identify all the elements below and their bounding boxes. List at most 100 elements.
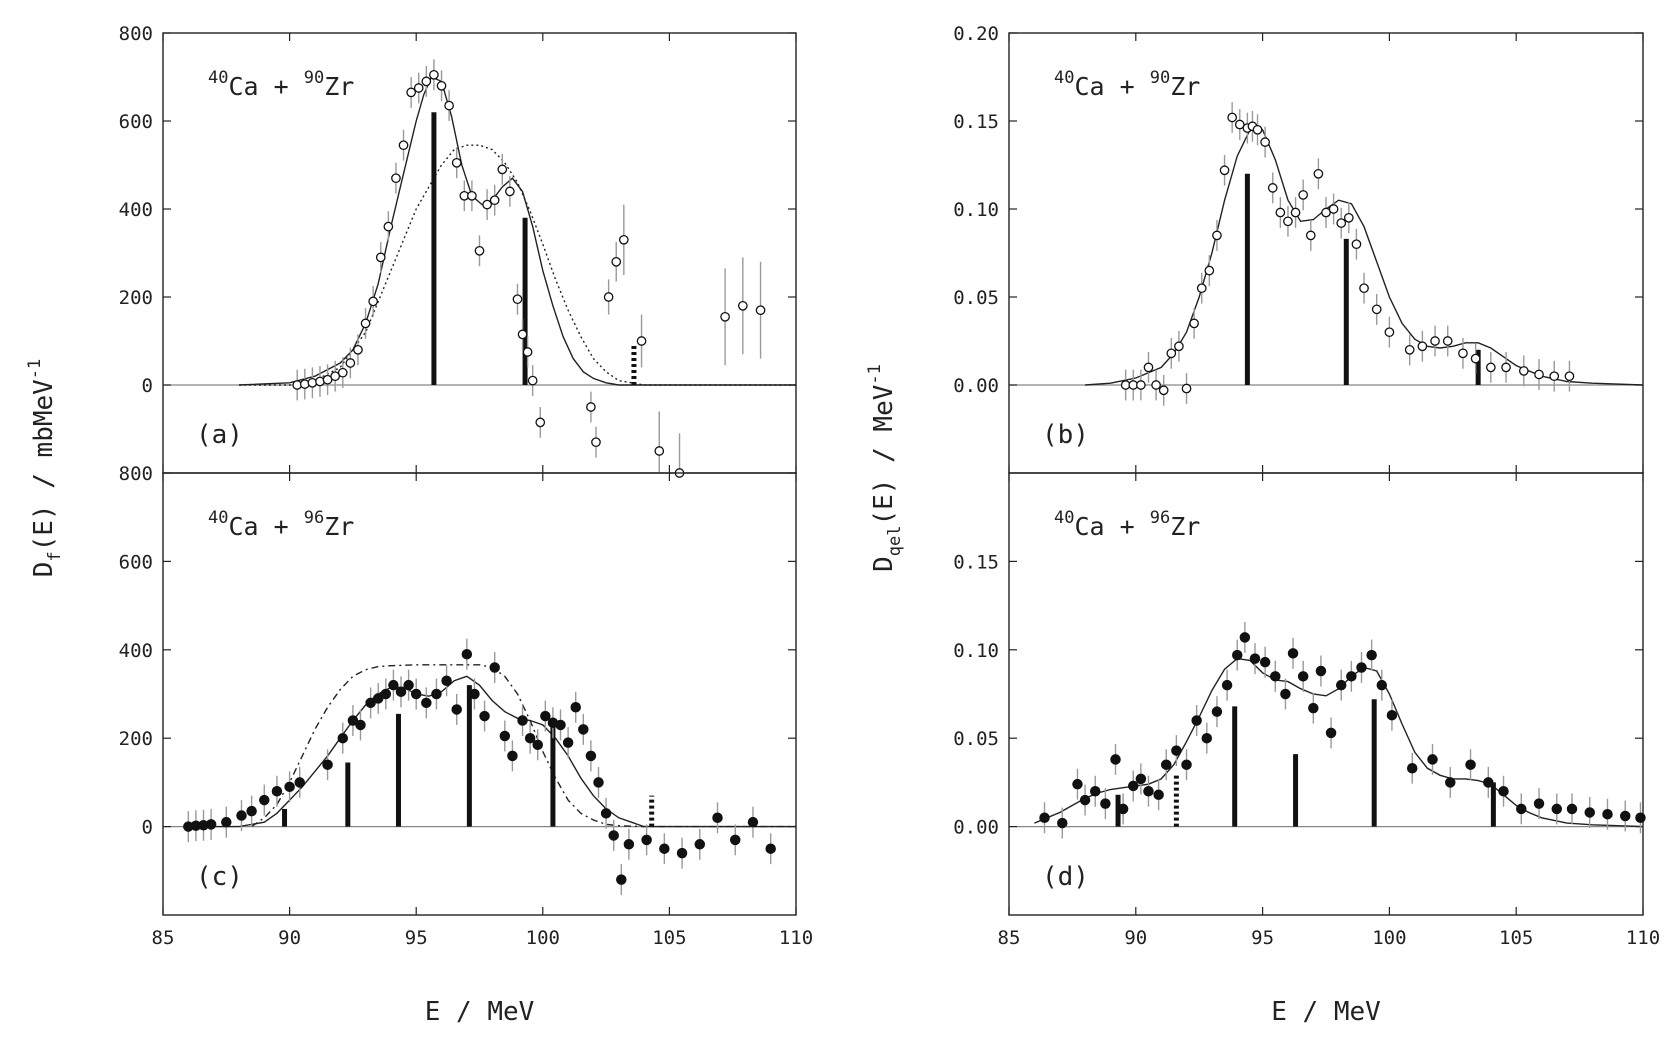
data-point: [461, 648, 473, 660]
data-point: [570, 702, 581, 713]
data-point: [1117, 803, 1129, 815]
data-point: [636, 336, 647, 346]
data-point: [365, 697, 376, 709]
data-point: [1404, 344, 1415, 355]
data-point: [611, 256, 622, 267]
data-point: [1551, 803, 1563, 815]
data-point: [1564, 371, 1575, 382]
data-point: [322, 759, 333, 770]
panel-d: 0.00 0.05 0.10 0.15 85 90 95 100 105 110 E / MeV 40…: [953, 472, 1660, 1027]
data-point: [1619, 810, 1631, 822]
data-point: [1283, 216, 1293, 227]
data-point: [1346, 671, 1357, 682]
data-point: [1371, 304, 1382, 315]
x-axis-label: E / MeV: [1271, 997, 1381, 1027]
panel-title: 40Ca + 96Zr: [1054, 508, 1200, 541]
x-tick-label: 90: [1124, 927, 1147, 949]
data-point: [765, 843, 776, 854]
y-tick-label: 0: [142, 817, 153, 839]
data-point: [586, 402, 596, 412]
data-point: [585, 750, 597, 762]
data-point: [1079, 794, 1091, 806]
data-point: [1267, 183, 1278, 193]
data-point: [1231, 649, 1243, 661]
panel-title: 40Ca + 90Zr: [1054, 68, 1200, 101]
data-point: [1189, 318, 1199, 329]
panel-b: 0.00 0.05 0.10 0.15 0.20 40Ca + 90Zr (b): [953, 23, 1644, 474]
data-point: [236, 810, 247, 821]
data-point: [522, 347, 533, 357]
data-point: [507, 750, 518, 762]
data-point: [1039, 812, 1050, 824]
data-point: [406, 87, 416, 98]
data-point: [1386, 709, 1398, 721]
data-point: [360, 318, 371, 329]
x-tick-label: 95: [405, 927, 428, 949]
data-point: [1336, 218, 1347, 228]
panel-tag: (d): [1042, 862, 1089, 892]
data-point: [1427, 754, 1438, 765]
data-point: [1498, 785, 1509, 797]
data-point: [676, 847, 688, 859]
data-point: [593, 777, 604, 788]
data-point: [1212, 230, 1222, 241]
x-tick-label: 105: [652, 927, 686, 949]
data-point: [1501, 362, 1511, 373]
data-point: [1143, 785, 1154, 797]
data-point: [659, 843, 670, 854]
data-point: [436, 80, 447, 91]
data-point: [322, 374, 333, 385]
x-axis-label: E / MeV: [425, 997, 535, 1027]
y-tick-label: 0.10: [953, 199, 999, 221]
data-point: [505, 186, 515, 197]
data-point: [641, 834, 652, 846]
data-point: [1315, 665, 1327, 677]
data-point: [1458, 348, 1468, 359]
data-point: [618, 234, 629, 245]
data-point: [555, 719, 566, 731]
data-point: [1290, 207, 1301, 218]
y-tick-label: 0.00: [953, 375, 999, 397]
data-point: [205, 819, 217, 830]
data-point: [497, 164, 508, 175]
data-point: [353, 344, 363, 355]
data-point: [1153, 789, 1164, 801]
x-tick-label: 105: [1499, 927, 1533, 949]
data-point: [467, 190, 477, 201]
data-point: [337, 732, 349, 744]
data-point: [1072, 778, 1083, 790]
y-tick-label: 0.15: [953, 111, 999, 133]
data-point: [431, 688, 442, 700]
data-point: [1128, 780, 1139, 792]
data-point: [1181, 759, 1192, 770]
data-point: [1430, 336, 1440, 346]
data-point: [1384, 327, 1395, 338]
data-point: [1406, 763, 1418, 774]
y-tick-label: 0: [142, 375, 153, 397]
data-point: [1470, 353, 1481, 364]
curve-solid: [238, 76, 796, 386]
data-point: [524, 732, 536, 744]
data-point: [479, 710, 490, 722]
data-point: [591, 437, 601, 448]
data-point: [429, 69, 439, 80]
data-point: [441, 675, 452, 686]
data-point: [368, 296, 379, 307]
data-point: [489, 662, 500, 673]
data-point: [451, 157, 462, 168]
data-point: [1191, 715, 1202, 726]
data-point: [654, 446, 665, 456]
data-point: [1297, 671, 1309, 682]
y-tick-label: 600: [119, 551, 153, 573]
data-point: [380, 688, 392, 700]
data-point: [1308, 702, 1319, 714]
data-point: [616, 874, 627, 885]
y-tick-label: 400: [119, 640, 153, 662]
panel-tag: (a): [196, 420, 243, 450]
data-point: [403, 679, 414, 691]
data-point: [1219, 165, 1230, 176]
data-point: [398, 140, 409, 151]
data-point: [1110, 754, 1121, 765]
x-tick-label: 110: [1626, 927, 1660, 949]
